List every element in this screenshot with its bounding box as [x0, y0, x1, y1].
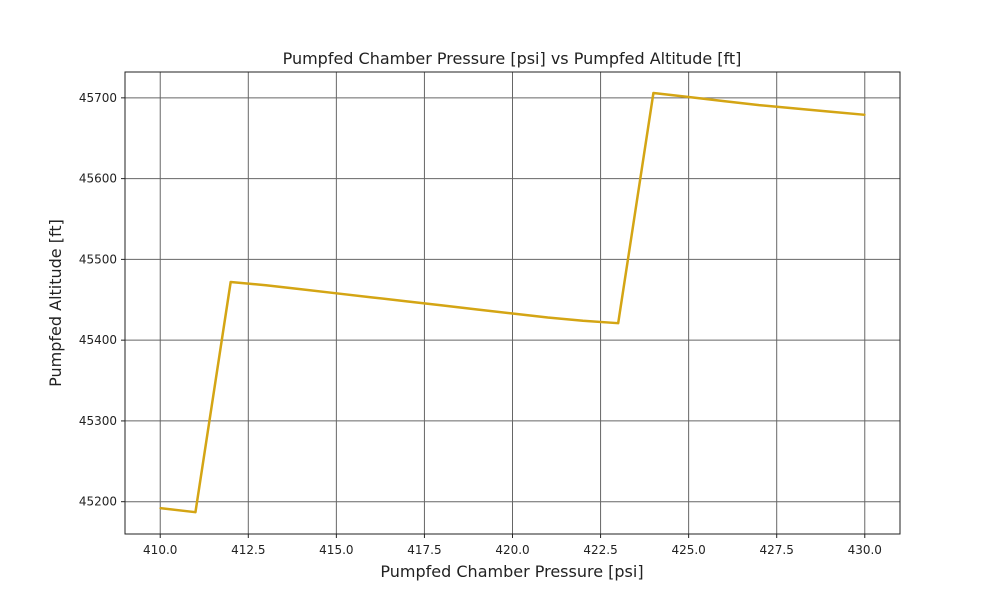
data-point: [793, 107, 796, 110]
data-point: [546, 316, 549, 319]
y-tick-label: 45400: [79, 333, 117, 347]
x-tick-label: 412.5: [231, 543, 265, 557]
grid: [125, 72, 900, 534]
x-tick-label: 415.0: [319, 543, 353, 557]
y-tick-label: 45500: [79, 252, 117, 266]
x-tick-label: 425.0: [671, 543, 705, 557]
y-axis-label: Pumpfed Altitude [ft]: [46, 219, 65, 387]
data-point: [511, 312, 514, 315]
data-point: [722, 100, 725, 102]
data-point: [652, 92, 655, 94]
data-point: [441, 304, 443, 307]
y-tick-label: 45300: [79, 414, 117, 428]
y-axis: 45200 45300 45400 45500 45600 45700: [79, 91, 125, 509]
data-point: [758, 104, 760, 107]
data-point: [476, 308, 479, 311]
data-point: [687, 96, 690, 98]
data-point: [582, 319, 584, 322]
y-tick-label: 45700: [79, 91, 117, 105]
x-tick-label: 422.5: [583, 543, 617, 557]
x-tick-label: 410.0: [143, 543, 177, 557]
x-tick-label: 417.5: [407, 543, 441, 557]
data-point: [194, 511, 197, 514]
x-tick-label: 427.5: [760, 543, 794, 557]
y-tick-label: 45600: [79, 172, 117, 186]
data-point: [863, 113, 866, 116]
data-point: [229, 281, 232, 283]
data-point: [828, 110, 831, 113]
y-tick-label: 45200: [79, 495, 117, 509]
x-axis: 410.0 412.5 415.0 417.5 420.0 422.5 425.0 427.5…: [143, 534, 882, 557]
data-point: [405, 300, 408, 303]
x-tick-label: 430.0: [848, 543, 882, 557]
data-point: [159, 507, 162, 510]
x-tick-label: 420.0: [495, 543, 529, 557]
data-point: [335, 292, 338, 295]
chart-title: Pumpfed Chamber Pressure [psi] vs Pumpfe…: [283, 49, 742, 68]
data-point: [265, 284, 267, 287]
x-axis-label: Pumpfed Chamber Pressure [psi]: [380, 562, 643, 581]
series-layer: [159, 91, 866, 514]
data-point: [617, 322, 620, 325]
data-point: [300, 288, 303, 291]
data-point: [370, 296, 373, 299]
